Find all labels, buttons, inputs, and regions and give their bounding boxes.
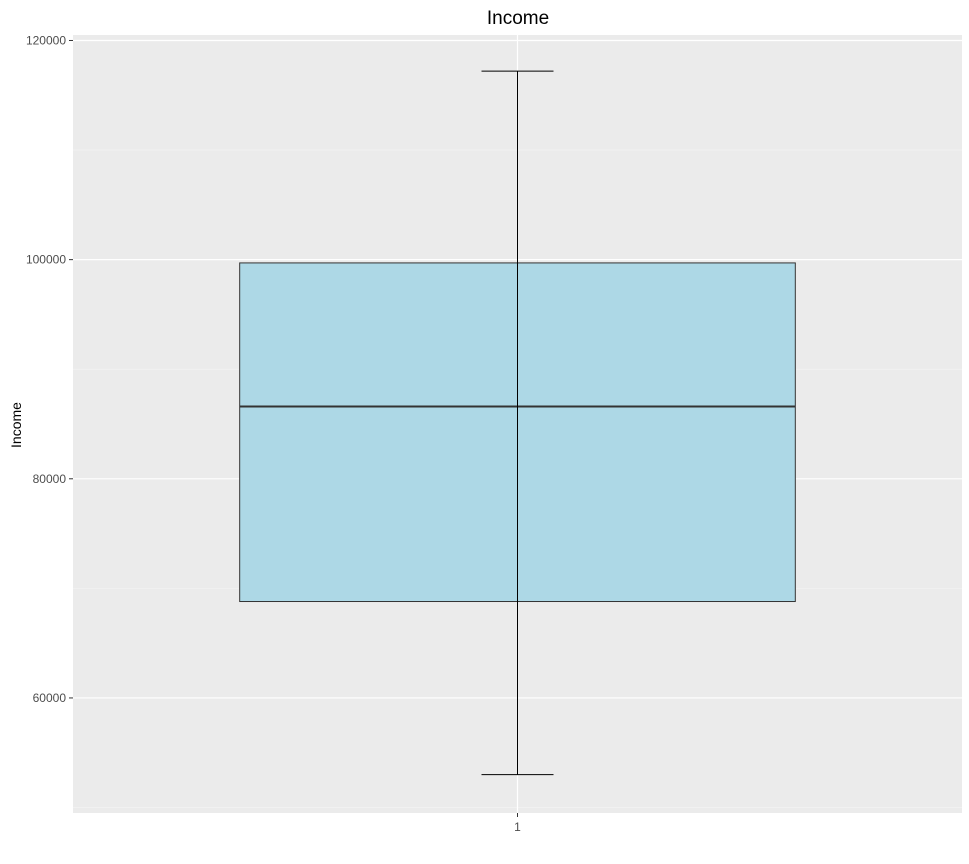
y-tick-label: 60000 <box>33 691 67 705</box>
chart-title: Income <box>487 8 549 29</box>
y-tick-label: 120000 <box>26 33 66 47</box>
y-tick-label: 80000 <box>33 472 67 486</box>
plot-area: 60000 80000 100000 120000 1 <box>26 33 962 834</box>
y-tick-label: 100000 <box>26 253 66 267</box>
x-tick-label: 1 <box>514 820 521 834</box>
y-axis-title: Income <box>8 402 24 448</box>
